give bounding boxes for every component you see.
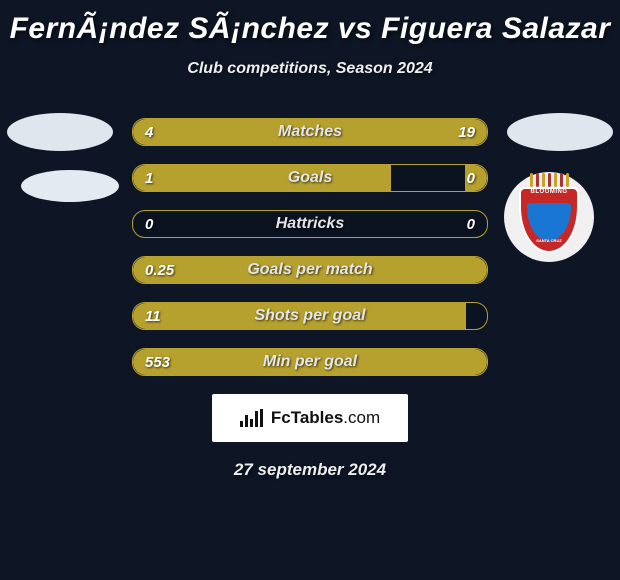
bar-left <box>133 303 466 329</box>
player-left-avatar-1 <box>7 113 113 151</box>
stat-value-left: 1 <box>145 170 153 187</box>
stat-value-right: 19 <box>458 124 475 141</box>
player-left-avatar-2 <box>21 170 119 202</box>
bar-left <box>133 349 487 375</box>
bar-left <box>133 119 193 145</box>
brand-bold: FcTables <box>271 408 343 427</box>
stat-row: 10Goals <box>132 164 488 192</box>
bar-right <box>193 119 487 145</box>
crest-name: BLOOMING <box>517 189 581 195</box>
bar-left <box>133 165 391 191</box>
page-subtitle: Club competitions, Season 2024 <box>187 60 432 78</box>
footer-date: 27 september 2024 <box>234 460 386 480</box>
stat-label: Hattricks <box>133 215 487 233</box>
brand-chart-icon <box>240 409 264 427</box>
player-right-club-crest: BLOOMING SANTA CRUZ <box>504 172 594 262</box>
page-title: FernÃ¡ndez SÃ¡nchez vs Figuera Salazar <box>10 12 611 46</box>
crest-subname: SANTA CRUZ <box>517 238 581 243</box>
stat-value-left: 4 <box>145 124 153 141</box>
stat-value-left: 0 <box>145 216 153 233</box>
stat-row: 0.25Goals per match <box>132 256 488 284</box>
stat-value-left: 0.25 <box>145 262 174 279</box>
brand-text: FcTables.com <box>271 408 380 428</box>
stat-row: 553Min per goal <box>132 348 488 376</box>
stat-row: 0 0Hattricks <box>132 210 488 238</box>
stat-value-left: 553 <box>145 354 170 371</box>
brand-thin: .com <box>343 408 380 427</box>
stat-value-right: 0 <box>467 216 475 233</box>
stat-bars: 419Matches10Goals00Hattricks0.25Goals pe… <box>132 118 488 376</box>
comparison-body: BLOOMING SANTA CRUZ 419Matches10Goals00H… <box>0 118 620 376</box>
comparison-card: FernÃ¡ndez SÃ¡nchez vs Figuera Salazar C… <box>0 0 620 580</box>
stat-value-left: 11 <box>145 308 161 325</box>
stat-value-right: 0 <box>467 170 475 187</box>
stat-row: 11Shots per goal <box>132 302 488 330</box>
player-right-avatar-1 <box>507 113 613 151</box>
brand-badge: FcTables.com <box>212 394 408 442</box>
bar-left <box>133 257 487 283</box>
crest-icon: BLOOMING SANTA CRUZ <box>517 181 581 253</box>
stat-row: 419Matches <box>132 118 488 146</box>
